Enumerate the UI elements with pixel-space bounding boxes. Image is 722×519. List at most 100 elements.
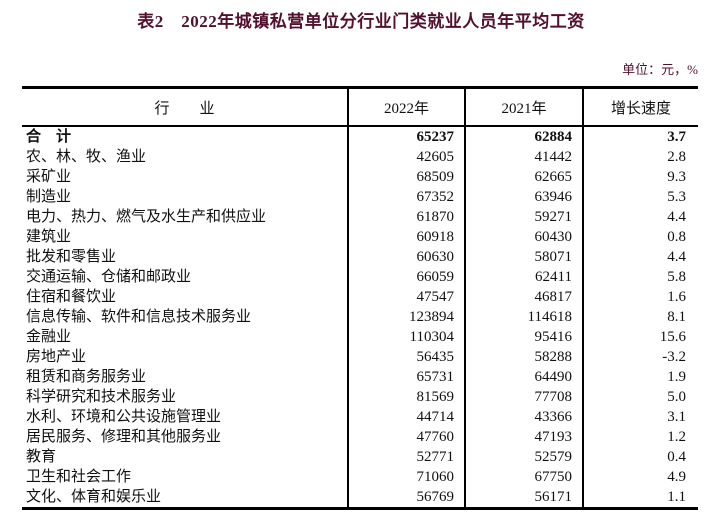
industry-cell: 水利、环境和公共设施管理业 (26, 409, 222, 425)
value-2021-cell: 60430 (464, 227, 583, 247)
industry-cell: 采矿业 (26, 169, 72, 185)
table-row: 信息传输、软件和信息技术服务业 123894 114618 8.1 (22, 307, 698, 327)
value-2022-cell: 56769 (347, 487, 465, 509)
value-2022-cell: 52771 (347, 447, 465, 467)
table-body: 合 计 65237 62884 3.7 农、林、牧、渔业 42605 41442 2.8 采矿业… (22, 126, 698, 509)
value-2022-cell: 110304 (347, 327, 465, 347)
industry-cell: 房地产业 (26, 349, 87, 365)
value-2022-cell: 81569 (347, 387, 465, 407)
header-row: 行 业 2022年 2021年 增长速度 (22, 87, 698, 127)
industry-cell: 电力、热力、燃气及水生产和供应业 (26, 209, 267, 225)
growth-cell: 9.3 (582, 167, 698, 187)
table-row: 交通运输、仓储和邮政业 66059 62411 5.8 (22, 267, 698, 287)
value-2022-cell: 56435 (347, 347, 465, 367)
value-2022-cell: 123894 (347, 307, 465, 327)
table-row: 租赁和商务服务业 65731 64490 1.9 (22, 367, 698, 387)
growth-cell: 3.1 (582, 407, 698, 427)
industry-cell: 合 计 (26, 129, 72, 145)
table-row: 文化、体育和娱乐业 56769 56171 1.1 (22, 487, 698, 509)
industry-cell: 金融业 (26, 329, 72, 345)
value-2022-cell: 66059 (347, 267, 465, 287)
table-row: 金融业 110304 95416 15.6 (22, 327, 698, 347)
value-2021-cell: 62411 (464, 267, 583, 287)
value-2021-cell: 114618 (464, 307, 583, 327)
value-2021-cell: 59271 (464, 207, 583, 227)
value-2021-cell: 77708 (464, 387, 583, 407)
table-row: 批发和零售业 60630 58071 4.4 (22, 247, 698, 267)
table-row: 居民服务、修理和其他服务业 47760 47193 1.2 (22, 427, 698, 447)
table-row: 科学研究和技术服务业 81569 77708 5.0 (22, 387, 698, 407)
value-2021-cell: 67750 (464, 467, 583, 487)
growth-cell: 0.8 (582, 227, 698, 247)
growth-cell: 4.4 (582, 247, 698, 267)
table-row: 制造业 67352 63946 5.3 (22, 187, 698, 207)
growth-cell: 5.3 (582, 187, 698, 207)
col-header-growth: 增长速度 (582, 87, 698, 127)
growth-cell: -3.2 (582, 347, 698, 367)
industry-cell: 批发和零售业 (26, 249, 117, 265)
unit-label: 单位：元，% (622, 62, 698, 77)
value-2022-cell: 44714 (347, 407, 465, 427)
table-row: 住宿和餐饮业 47547 46817 1.6 (22, 287, 698, 307)
value-2021-cell: 43366 (464, 407, 583, 427)
growth-cell: 1.2 (582, 427, 698, 447)
growth-cell: 2.8 (582, 147, 698, 167)
growth-cell: 15.6 (582, 327, 698, 347)
industry-cell: 建筑业 (26, 229, 72, 245)
table-row: 电力、热力、燃气及水生产和供应业 61870 59271 4.4 (22, 207, 698, 227)
industry-cell: 卫生和社会工作 (26, 469, 132, 485)
value-2021-cell: 95416 (464, 327, 583, 347)
industry-cell: 文化、体育和娱乐业 (26, 489, 162, 505)
value-2022-cell: 60630 (347, 247, 465, 267)
table-row: 农、林、牧、渔业 42605 41442 2.8 (22, 147, 698, 167)
table-row: 合 计 65237 62884 3.7 (22, 126, 698, 147)
growth-cell: 1.6 (582, 287, 698, 307)
wage-table: 行 业 2022年 2021年 增长速度 合 计 65237 62884 3.7 农、林… (22, 86, 698, 510)
growth-cell: 1.1 (582, 487, 698, 509)
value-2021-cell: 62884 (464, 126, 583, 147)
table-row: 水利、环境和公共设施管理业 44714 43366 3.1 (22, 407, 698, 427)
industry-cell: 制造业 (26, 189, 72, 205)
table-title: 表2 2022年城镇私营单位分行业门类就业人员年平均工资 (137, 12, 585, 31)
col-header-2022: 2022年 (347, 87, 465, 127)
value-2022-cell: 61870 (347, 207, 465, 227)
industry-cell: 交通运输、仓储和邮政业 (26, 269, 192, 285)
growth-cell: 8.1 (582, 307, 698, 327)
growth-cell: 3.7 (582, 126, 698, 147)
growth-cell: 1.9 (582, 367, 698, 387)
value-2022-cell: 71060 (347, 467, 465, 487)
table-row: 卫生和社会工作 71060 67750 4.9 (22, 467, 698, 487)
table-row: 教育 52771 52579 0.4 (22, 447, 698, 467)
industry-cell: 居民服务、修理和其他服务业 (26, 429, 222, 445)
value-2021-cell: 58288 (464, 347, 583, 367)
value-2022-cell: 65237 (347, 126, 465, 147)
growth-cell: 4.9 (582, 467, 698, 487)
value-2021-cell: 52579 (464, 447, 583, 467)
growth-cell: 4.4 (582, 207, 698, 227)
value-2021-cell: 47193 (464, 427, 583, 447)
value-2021-cell: 46817 (464, 287, 583, 307)
value-2022-cell: 67352 (347, 187, 465, 207)
value-2022-cell: 47760 (347, 427, 465, 447)
growth-cell: 0.4 (582, 447, 698, 467)
growth-cell: 5.0 (582, 387, 698, 407)
industry-cell: 租赁和商务服务业 (26, 369, 147, 385)
table-row: 采矿业 68509 62665 9.3 (22, 167, 698, 187)
col-header-industry: 行 业 (22, 87, 348, 127)
col-header-2021: 2021年 (464, 87, 583, 127)
industry-cell: 科学研究和技术服务业 (26, 389, 177, 405)
industry-cell: 信息传输、软件和信息技术服务业 (26, 309, 252, 325)
value-2022-cell: 65731 (347, 367, 465, 387)
value-2021-cell: 62665 (464, 167, 583, 187)
growth-cell: 5.8 (582, 267, 698, 287)
value-2021-cell: 56171 (464, 487, 583, 509)
value-2021-cell: 58071 (464, 247, 583, 267)
value-2022-cell: 42605 (347, 147, 465, 167)
value-2022-cell: 68509 (347, 167, 465, 187)
value-2021-cell: 63946 (464, 187, 583, 207)
value-2022-cell: 60918 (347, 227, 465, 247)
industry-cell: 农、林、牧、渔业 (26, 149, 147, 165)
table-row: 房地产业 56435 58288 -3.2 (22, 347, 698, 367)
value-2021-cell: 64490 (464, 367, 583, 387)
